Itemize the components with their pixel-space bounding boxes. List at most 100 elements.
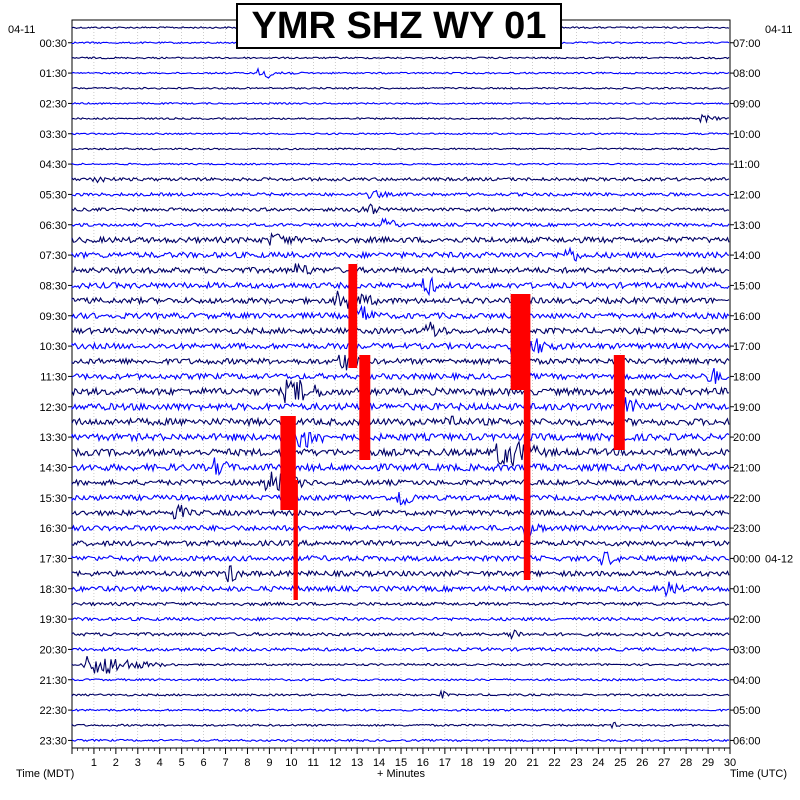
left-tick-label: 22:30 — [39, 705, 67, 717]
right-tick-label: 00:00 — [733, 553, 761, 565]
trace-line — [71, 551, 730, 566]
left-tick-label: 19:30 — [39, 614, 67, 626]
left-tick-label: 03:30 — [39, 129, 67, 141]
right-tick-label: 02:00 — [733, 614, 761, 626]
clipped-event — [523, 390, 531, 580]
right-tick-label: 05:00 — [733, 705, 761, 717]
right-tick-label: 14:00 — [733, 250, 761, 262]
trace-line — [71, 677, 730, 682]
x-tick-label: 26 — [636, 757, 648, 769]
right-tick-label: 01:00 — [733, 584, 761, 596]
right-tick-label: 19:00 — [733, 402, 761, 414]
left-tick-label: 12:30 — [39, 402, 67, 414]
left-tick-label: 00:30 — [39, 38, 67, 50]
trace-line — [71, 303, 730, 323]
right-tick-label: 16:00 — [733, 311, 761, 323]
grid — [93, 20, 709, 748]
x-tick-label: 1 — [91, 757, 97, 769]
trace-line — [71, 738, 730, 743]
left-tick-label: 16:30 — [39, 523, 67, 535]
trace-line — [71, 471, 730, 493]
right-axis-label: Time (UTC) — [730, 768, 787, 780]
x-tick-label: 17 — [439, 757, 451, 769]
x-tick-label: 16 — [417, 757, 429, 769]
x-tick-label: 21 — [526, 757, 538, 769]
trace-line — [71, 217, 730, 228]
trace-line — [71, 708, 730, 712]
trace-line — [71, 565, 730, 583]
trace-line — [71, 581, 730, 598]
x-tick-label: 12 — [329, 757, 341, 769]
left-tick-label: 14:30 — [39, 462, 67, 474]
trace-line — [71, 290, 730, 309]
clipped-event — [613, 355, 625, 450]
title-box: YMR SHZ WY 01 — [236, 3, 562, 49]
trace-line — [71, 276, 730, 297]
right-tick-label: 10:00 — [733, 129, 761, 141]
trace-line — [71, 162, 729, 166]
left-tick-label: 20:30 — [39, 644, 67, 656]
x-tick-label: 20 — [505, 757, 517, 769]
trace-line — [71, 503, 730, 520]
trace-line — [71, 246, 730, 262]
trace-line — [71, 656, 730, 674]
trace-line — [71, 86, 730, 90]
left-tick-label: 09:30 — [39, 311, 67, 323]
clipped-event — [510, 294, 531, 390]
left-tick-label: 10:30 — [39, 341, 67, 353]
left-date-label: 04-11 — [8, 24, 35, 36]
right-tick-label: 23:00 — [733, 523, 761, 535]
trace-line — [71, 689, 730, 699]
left-tick-label: 04:30 — [39, 159, 67, 171]
clipped-event — [293, 480, 298, 600]
x-tick-label: 11 — [308, 757, 319, 769]
trace-line — [71, 66, 730, 79]
right-tick-label: 03:00 — [733, 644, 761, 656]
left-tick-label: 23:30 — [39, 735, 67, 747]
left-tick-label: 06:30 — [39, 220, 67, 232]
trace-line — [71, 539, 730, 548]
x-tick-label: 5 — [179, 757, 185, 769]
right-tick-label: 17:00 — [733, 341, 761, 353]
x-tick-label: 19 — [483, 757, 495, 769]
trace-line — [71, 189, 730, 200]
trace-line — [71, 721, 730, 730]
clipped-events — [280, 264, 625, 600]
x-axis-label: + Minutes — [377, 768, 425, 780]
x-tick-label: 14 — [373, 757, 385, 769]
right-tick-label: 20:00 — [733, 432, 761, 444]
x-tick-label: 6 — [201, 757, 207, 769]
trace-line — [71, 333, 730, 359]
x-tick-label: 27 — [658, 757, 670, 769]
left-axis-label: Time (MDT) — [16, 768, 74, 780]
trace-line — [71, 601, 730, 607]
x-tick-label: 7 — [222, 757, 228, 769]
x-axis: 1 2 3 4 5 6 7 8 9 10 11 12 13 14 15 16 17 18 19 20 21 22 23 24 2… — [71, 748, 736, 769]
clipped-event — [280, 416, 296, 510]
left-tick-label: 01:30 — [39, 68, 67, 80]
trace-line — [71, 616, 730, 622]
left-tick-label: 07:30 — [39, 250, 67, 262]
left-tick-label: 02:30 — [39, 98, 67, 110]
trace-line — [71, 176, 730, 184]
left-tick-label: 18:30 — [39, 584, 67, 596]
left-tick-label: 17:30 — [39, 553, 67, 565]
trace-line — [71, 523, 730, 540]
right-tick-label: 06:00 — [733, 735, 761, 747]
trace-line — [71, 56, 730, 60]
trace-line — [71, 492, 730, 507]
x-tick-label: 22 — [548, 757, 560, 769]
right-tick-label: 08:00 — [733, 68, 761, 80]
right-tick-label: 15:00 — [733, 280, 761, 292]
trace-line — [71, 232, 730, 246]
x-tick-label: 24 — [592, 757, 604, 769]
left-tick-label: 05:30 — [39, 189, 67, 201]
left-tick-label: 21:30 — [39, 675, 67, 687]
x-tick-label: 25 — [614, 757, 626, 769]
clipped-event — [348, 264, 358, 368]
x-tick-label: 29 — [702, 757, 714, 769]
left-axis: 00:30 01:30 02:30 03:30 04:30 05:30 06:30 07:30… — [39, 38, 72, 747]
right-tick-label: 04:00 — [733, 675, 761, 687]
trace-line — [71, 132, 730, 136]
x-tick-label: 2 — [113, 757, 119, 769]
